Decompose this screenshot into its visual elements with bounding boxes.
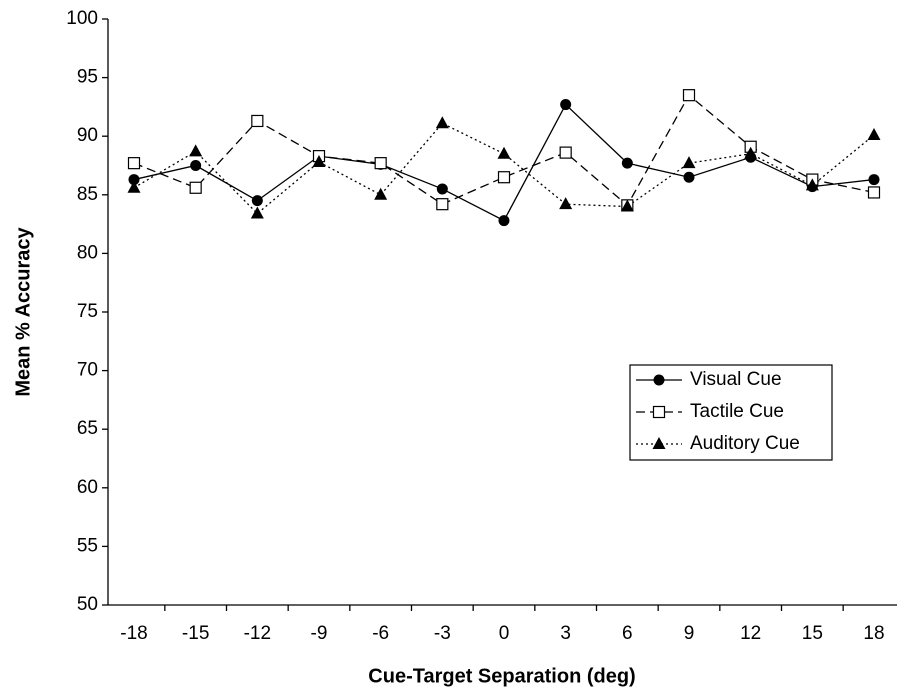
series-line [133,122,875,215]
y-tick-label: 50 [77,594,98,615]
marker [682,156,696,169]
marker [436,183,448,195]
marker [251,195,263,207]
x-tick-label: 18 [863,623,884,644]
marker [867,186,881,199]
marker [435,116,449,129]
marker [190,160,202,171]
marker [559,146,572,159]
legend-label: Tactile Cue [690,401,784,422]
x-tick-label: 12 [740,623,761,644]
marker [436,198,449,211]
marker [498,215,510,227]
marker [560,99,572,111]
marker [559,197,573,210]
marker [374,157,387,170]
marker [621,157,633,169]
marker [620,199,634,212]
marker [867,128,881,141]
legend-label: Auditory Cue [690,433,800,454]
marker [868,174,880,186]
y-tick-label: 85 [77,184,98,205]
marker [312,154,326,167]
legend-marker [652,405,666,419]
x-tick-label: -15 [182,623,209,644]
marker [497,146,511,159]
x-tick-label: -18 [120,623,147,644]
y-tick-label: 90 [77,125,98,146]
marker [251,114,264,128]
x-tick-label: 9 [684,623,695,644]
x-tick-label: -3 [434,623,451,644]
y-tick-label: 95 [77,67,98,88]
x-axis-title: Cue-Target Separation (deg) [368,665,635,687]
legend-marker [653,374,665,386]
y-tick-label: 60 [77,477,98,498]
y-tick-label: 100 [66,8,98,29]
marker [189,144,203,157]
marker [683,171,695,183]
legend-label: Visual Cue [690,369,782,390]
marker [127,180,141,193]
y-axis-title: Mean % Accuracy [12,226,34,396]
y-tick-label: 80 [77,242,98,263]
x-tick-label: 15 [802,623,823,644]
marker [127,157,141,170]
marker [189,181,202,194]
x-tick-label: -12 [244,623,271,644]
x-tick-label: -9 [311,623,328,644]
x-tick-label: -6 [372,623,389,644]
x-tick-label: 3 [560,623,571,644]
y-tick-label: 55 [77,535,98,556]
marker [744,146,758,159]
marker [805,178,819,191]
marker [497,171,511,184]
marker [128,174,140,186]
y-tick-label: 65 [77,418,98,439]
marker [374,187,388,200]
marker [250,206,264,219]
x-tick-label: 0 [499,623,510,644]
series-line [133,103,875,222]
legend-marker [652,437,666,449]
y-tick-label: 75 [77,301,98,322]
y-tick-label: 70 [77,360,98,381]
x-tick-label: 6 [622,623,633,644]
marker [682,89,696,102]
